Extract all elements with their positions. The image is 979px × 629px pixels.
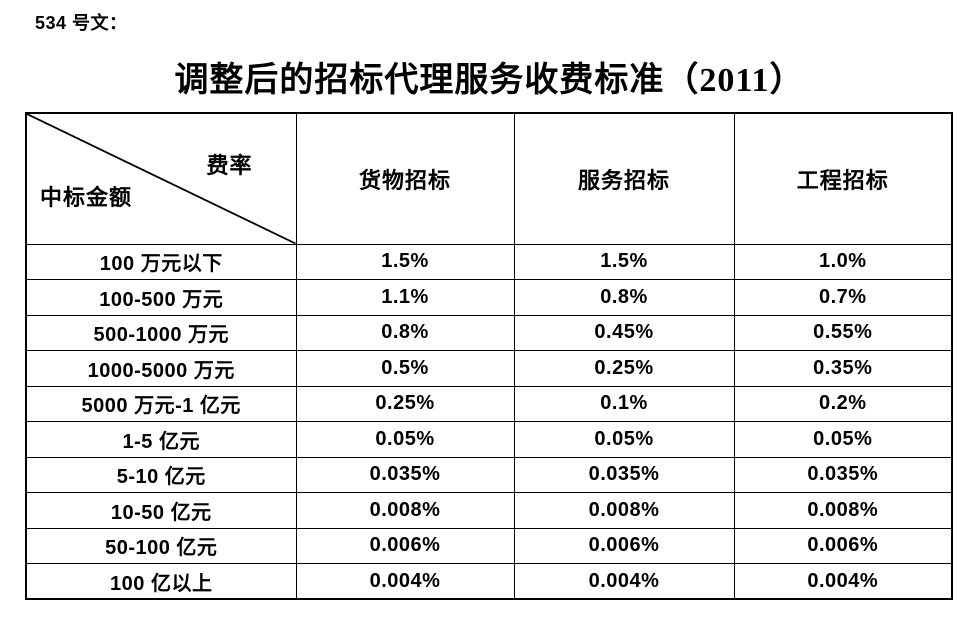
rate-value-cell: 0.35%	[733, 350, 953, 387]
row-label-amount-tier: 100 万元以下	[25, 243, 297, 280]
rate-value-cell: 0.006%	[513, 527, 735, 564]
row-label-amount-tier: 1000-5000 万元	[25, 350, 297, 387]
column-header-service-bidding: 服务招标	[513, 112, 735, 245]
table-row: 10-50 亿元 0.008% 0.008% 0.008%	[25, 492, 953, 529]
rate-value-cell: 0.8%	[295, 314, 515, 351]
rate-value-cell: 0.5%	[295, 350, 515, 387]
rate-value-cell: 0.55%	[733, 314, 953, 351]
page-title: 调整后的招标代理服务收费标准（2011）	[174, 62, 805, 99]
rate-value-cell: 0.25%	[295, 385, 515, 422]
table-row: 100 万元以下 1.5% 1.5% 1.0%	[25, 243, 953, 280]
rate-value-cell: 0.05%	[295, 421, 515, 458]
column-header-goods-bidding: 货物招标	[295, 112, 515, 245]
diagonal-divider-line	[27, 114, 296, 244]
row-label-amount-tier: 100-500 万元	[25, 279, 297, 316]
rate-value-cell: 0.2%	[733, 385, 953, 422]
rate-value-cell: 0.25%	[513, 350, 735, 387]
rate-value-cell: 0.035%	[295, 456, 515, 493]
fee-table-body: 100 万元以下 1.5% 1.5% 1.0% 100-500 万元 1.1% 0.8% 0.…	[25, 243, 953, 600]
table-row: 500-1000 万元 0.8% 0.45% 0.55%	[25, 314, 953, 351]
table-row: 1-5 亿元 0.05% 0.05% 0.05%	[25, 421, 953, 458]
corner-header-cell: 费率 中标金额	[25, 112, 297, 245]
rate-value-cell: 1.5%	[513, 243, 735, 280]
rate-value-cell: 0.7%	[733, 279, 953, 316]
rate-value-cell: 0.05%	[733, 421, 953, 458]
rate-value-cell: 0.008%	[733, 492, 953, 529]
corner-label-rate: 费率	[206, 152, 253, 178]
row-label-amount-tier: 100 亿以上	[25, 563, 297, 600]
rate-value-cell: 0.008%	[295, 492, 515, 529]
rate-value-cell: 0.006%	[733, 527, 953, 564]
table-row: 1000-5000 万元 0.5% 0.25% 0.35%	[25, 350, 953, 387]
rate-value-cell: 0.004%	[295, 563, 515, 600]
column-header-engineering-bidding: 工程招标	[733, 112, 953, 245]
rate-value-cell: 0.45%	[513, 314, 735, 351]
rate-value-cell: 0.004%	[733, 563, 953, 600]
table-row: 50-100 亿元 0.006% 0.006% 0.006%	[25, 527, 953, 564]
rate-value-cell: 0.8%	[513, 279, 735, 316]
row-label-amount-tier: 1-5 亿元	[25, 421, 297, 458]
table-row: 100 亿以上 0.004% 0.004% 0.004%	[25, 563, 953, 600]
fee-table: 费率 中标金额 货物招标 服务招标 工程招标 100 万元以下 1.5% 1.5% 1…	[25, 112, 953, 600]
rate-value-cell: 0.1%	[513, 385, 735, 422]
row-label-amount-tier: 10-50 亿元	[25, 492, 297, 529]
rate-value-cell: 1.1%	[295, 279, 515, 316]
row-label-amount-tier: 50-100 亿元	[25, 527, 297, 564]
table-row: 100-500 万元 1.1% 0.8% 0.7%	[25, 279, 953, 316]
header-row: 费率 中标金额 货物招标 服务招标 工程招标	[25, 112, 953, 245]
row-label-amount-tier: 5-10 亿元	[25, 456, 297, 493]
rate-value-cell: 0.035%	[513, 456, 735, 493]
corner-label-bid-amount: 中标金额	[40, 185, 133, 211]
table-row: 5000 万元-1 亿元 0.25% 0.1% 0.2%	[25, 385, 953, 422]
row-label-amount-tier: 5000 万元-1 亿元	[25, 385, 297, 422]
table-row: 5-10 亿元 0.035% 0.035% 0.035%	[25, 456, 953, 493]
rate-value-cell: 0.008%	[513, 492, 735, 529]
rate-value-cell: 1.5%	[295, 243, 515, 280]
rate-value-cell: 1.0%	[733, 243, 953, 280]
rate-value-cell: 0.05%	[513, 421, 735, 458]
doc-number-label: 534 号文：	[35, 13, 128, 33]
rate-value-cell: 0.035%	[733, 456, 953, 493]
row-label-amount-tier: 500-1000 万元	[25, 314, 297, 351]
rate-value-cell: 0.006%	[295, 527, 515, 564]
rate-value-cell: 0.004%	[513, 563, 735, 600]
